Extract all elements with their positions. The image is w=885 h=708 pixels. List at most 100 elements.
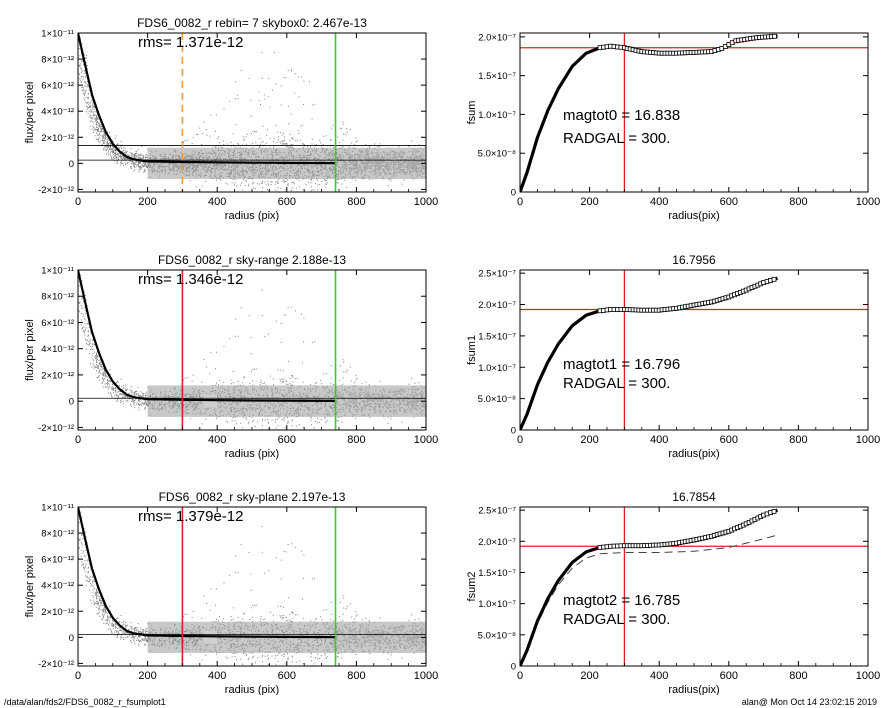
p4-plot-area (520, 270, 868, 430)
p4-xtick-label: 200 (580, 434, 598, 446)
p2-ylabel: fsum (466, 101, 478, 125)
p4-title: 16.7956 (672, 253, 716, 267)
p6-ytick-label: 1.0×10⁻⁷ (478, 599, 516, 610)
p2-xtick-label: 0 (517, 196, 523, 208)
p6-ylabel: fsum2 (466, 572, 478, 602)
p5-xtick-label: 0 (75, 670, 81, 682)
p5-xtick-label: 600 (278, 670, 296, 682)
p1-ytick-label: 2×10⁻¹² (41, 133, 74, 144)
p3-xtick-label: 200 (138, 434, 156, 446)
p5-ytick-label: 2×10⁻¹² (41, 607, 74, 618)
p4-fsum-curve (520, 276, 778, 430)
p4-ytick-label: 2.5×10⁻⁷ (478, 269, 516, 280)
p6-xtick-label: 0 (517, 670, 523, 682)
p4-marker (771, 276, 777, 282)
p3-ytick-label: 0 (69, 397, 74, 408)
p6-annotation-1: RADGAL = 300. (563, 611, 670, 628)
footer-timestamp: alan@ Mon Oct 14 23:02:15 2019 (741, 697, 877, 707)
p3-xlabel: radius (pix) (225, 448, 279, 460)
p4-ytick-label: 1.5×10⁻⁷ (478, 331, 516, 342)
p1-ytick-label: 6×10⁻¹² (41, 81, 74, 92)
p6-xtick-label: 400 (650, 670, 668, 682)
p1-ytick-label: 8×10⁻¹² (41, 55, 74, 66)
p5-ytick-label: 4×10⁻¹² (41, 581, 74, 592)
p6-fsum-curve (520, 508, 779, 666)
p5-ytick-label: 8×10⁻¹² (41, 529, 74, 540)
p1-ylabel: flux/per pixel (24, 82, 36, 144)
p1-xtick-label: 1000 (414, 196, 438, 208)
p5-xtick-label: 200 (138, 670, 156, 682)
p3-ytick-label: -2×10⁻¹² (38, 423, 74, 434)
p6-xtick-label: 800 (789, 670, 807, 682)
p3-annotation-0: rms= 1.346e-12 (138, 271, 243, 288)
p4-ytick-label: 0 (511, 426, 516, 437)
p6-ytick-label: 2.5×10⁻⁷ (478, 506, 516, 517)
p2-xtick-label: 1000 (856, 196, 880, 208)
footer-path: /data/alan/fds2/FDS6_0082_r_fsumplot1 (4, 697, 166, 707)
p1-profile-curve (78, 33, 336, 165)
panel-p6: 0 200 400 600 800 1000 0 5.0×10⁻⁸ 1.0×10⁻⁷ 1.5×10… (466, 490, 880, 696)
p2-annotation-1: RADGAL = 300. (563, 130, 670, 147)
p4-xtick-label: 800 (789, 434, 807, 446)
p5-xlabel: radius (pix) (225, 684, 279, 695)
p3-title: FDS6_0082_r sky-range 2.188e-13 (158, 253, 346, 267)
p1-xtick-label: 800 (347, 196, 365, 208)
p1-xlabel: radius (pix) (225, 210, 279, 222)
p2-ytick-label: 2.0×10⁻⁷ (478, 32, 516, 43)
p1-plot-area (78, 33, 426, 192)
panel-p2: 0 200 400 600 800 1000 0 5.0×10⁻⁸ 1.0×10⁻⁷ 1.5×10… (466, 32, 880, 222)
p4-annotation-1: RADGAL = 300. (563, 375, 670, 392)
p3-profile-curve (78, 270, 336, 402)
p3-plot-area (78, 270, 426, 430)
p5-ytick-label: -2×10⁻¹² (38, 659, 74, 670)
p3-xtick-label: 1000 (414, 434, 438, 446)
p6-annotation-0: magtot2 = 16.785 (563, 592, 680, 609)
p3-ytick-label: 2×10⁻¹² (41, 370, 74, 381)
panel-p5: 0 200 400 600 800 1000-2×10⁻¹²02×10⁻¹²4×10⁻¹²… (24, 490, 438, 696)
p4-frame (519, 269, 869, 431)
p1-ytick-label: -2×10⁻¹² (38, 185, 74, 196)
p1-title: FDS6_0082_r rebin= 7 skybox0: 2.467e-13 (137, 16, 367, 30)
p6-frame (519, 506, 869, 667)
p2-ytick-label: 1.5×10⁻⁷ (478, 71, 516, 82)
p3-xtick-label: 0 (75, 434, 81, 446)
p1-annotation-0: rms= 1.371e-12 (138, 34, 243, 51)
p3-ylabel: flux/per pixel (24, 319, 36, 381)
p6-xtick-label: 600 (720, 670, 738, 682)
p4-ytick-label: 1.0×10⁻⁷ (478, 363, 516, 374)
p4-xtick-label: 0 (517, 434, 523, 446)
p6-ytick-label: 1.5×10⁻⁷ (478, 568, 516, 579)
p2-marker (772, 33, 777, 39)
p5-profile-curve (78, 507, 336, 639)
p5-title: FDS6_0082_r sky-plane 2.197e-13 (159, 490, 346, 504)
p6-ytick-label: 2.0×10⁻⁷ (478, 537, 516, 548)
p6-title: 16.7854 (672, 490, 716, 504)
p3-ytick-label: 8×10⁻¹² (41, 292, 74, 303)
panel-p3: 0 200 400 600 800 1000-2×10⁻¹²02×10⁻¹²4×10⁻¹²… (24, 253, 438, 460)
p1-xtick-label: 400 (208, 196, 226, 208)
p1-ytick-label: 4×10⁻¹² (41, 107, 74, 118)
p3-ytick-label: 6×10⁻¹² (41, 318, 74, 329)
p4-xlabel: radius(pix) (668, 448, 719, 460)
p2-xtick-label: 200 (580, 196, 598, 208)
p5-plot-area (78, 507, 426, 666)
p4-xtick-label: 400 (650, 434, 668, 446)
p2-xtick-label: 400 (650, 196, 668, 208)
p4-xtick-label: 1000 (856, 434, 880, 446)
p1-xtick-label: 200 (138, 196, 156, 208)
p2-ytick-label: 0 (511, 188, 516, 199)
p5-xtick-label: 400 (208, 670, 226, 682)
p6-dashed-curve (520, 534, 778, 666)
p5-ytick-label: 1×10⁻¹¹ (41, 503, 74, 514)
p3-xtick-label: 600 (278, 434, 296, 446)
p6-plot-area (520, 507, 868, 666)
p5-ytick-label: 6×10⁻¹² (41, 555, 74, 566)
p4-ylabel: fsum1 (466, 335, 478, 365)
p1-ytick-label: 0 (69, 159, 74, 170)
p5-annotation-0: rms= 1.379e-12 (138, 508, 243, 525)
p5-ytick-label: 0 (69, 633, 74, 644)
p2-ytick-label: 1.0×10⁻⁷ (478, 110, 516, 121)
p6-xlabel: radius(pix) (668, 684, 719, 695)
